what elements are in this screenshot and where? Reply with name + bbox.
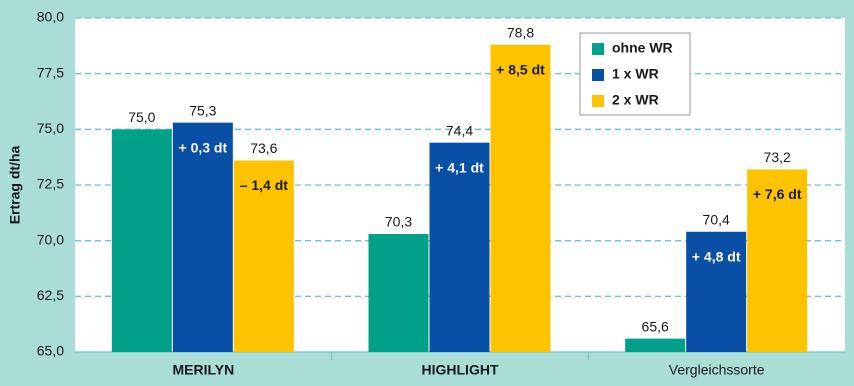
x-tick-label: HIGHLIGHT xyxy=(422,362,499,378)
value-label: 70,3 xyxy=(385,214,412,230)
value-label: 74,4 xyxy=(446,122,473,138)
legend-swatch xyxy=(592,69,604,81)
x-tick-label: Vergleichssorte xyxy=(669,362,765,378)
legend-label: 1 x WR xyxy=(612,66,659,82)
bar xyxy=(368,233,429,352)
y-tick-label: 80,0 xyxy=(37,9,64,25)
diff-label: + 4,8 dt xyxy=(692,248,741,264)
bar xyxy=(172,122,233,352)
diff-label: + 4,1 dt xyxy=(435,159,484,175)
bar xyxy=(490,44,551,352)
value-label: 65,6 xyxy=(642,318,669,334)
legend-swatch xyxy=(592,43,604,55)
diff-label: + 8,5 dt xyxy=(496,61,545,77)
bar xyxy=(111,129,172,352)
y-tick-label: 72,5 xyxy=(37,176,64,192)
bar xyxy=(625,338,686,352)
x-tick-label: MERILYN xyxy=(172,362,234,378)
y-tick-label: 62,5 xyxy=(37,287,64,303)
y-tick-label: 70,0 xyxy=(37,231,64,247)
legend-label: ohne WR xyxy=(612,40,673,56)
diff-label: + 7,6 dt xyxy=(753,186,802,202)
bar xyxy=(429,142,490,352)
legend-label: 2 x WR xyxy=(612,92,659,108)
legend-swatch xyxy=(592,95,604,107)
value-label: 70,4 xyxy=(703,211,730,227)
y-tick-label: 75,0 xyxy=(37,120,64,136)
diff-label: – 1,4 dt xyxy=(240,177,289,193)
bar xyxy=(233,160,294,352)
diff-label: + 0,3 dt xyxy=(179,139,228,155)
value-label: 78,8 xyxy=(507,24,534,40)
y-axis-label: Ertrag dt/ha xyxy=(7,146,23,225)
value-label: 75,3 xyxy=(189,102,216,118)
bar xyxy=(686,231,747,352)
y-tick-label: 77,5 xyxy=(37,64,64,80)
y-tick-label: 65,0 xyxy=(37,343,64,359)
bar xyxy=(747,169,808,352)
value-label: 75,0 xyxy=(128,109,155,125)
value-label: 73,2 xyxy=(764,149,791,165)
value-label: 73,6 xyxy=(250,140,277,156)
